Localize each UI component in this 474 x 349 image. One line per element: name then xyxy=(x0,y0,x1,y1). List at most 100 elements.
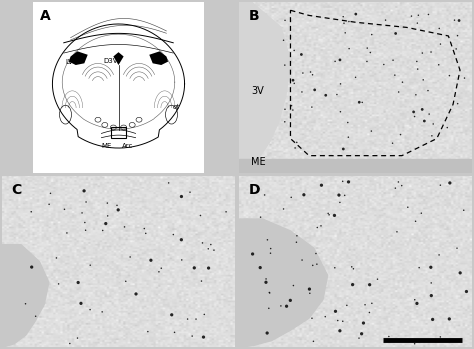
Point xyxy=(291,47,298,53)
Point xyxy=(80,188,88,194)
Point xyxy=(280,206,287,212)
Point xyxy=(428,133,436,139)
Point xyxy=(86,307,94,312)
Point xyxy=(299,70,307,76)
Point xyxy=(256,265,264,270)
Point xyxy=(312,251,320,256)
Point xyxy=(356,99,363,105)
Point xyxy=(324,210,332,216)
Point xyxy=(142,231,149,236)
Point xyxy=(339,14,347,20)
Point xyxy=(178,257,185,263)
Point xyxy=(313,225,321,230)
Point xyxy=(456,18,463,23)
Point xyxy=(345,134,352,140)
Point xyxy=(298,257,306,263)
Point xyxy=(147,258,155,263)
Point xyxy=(411,297,419,303)
Point xyxy=(201,312,208,317)
Text: B: B xyxy=(249,9,259,23)
Point xyxy=(366,282,374,288)
Point xyxy=(73,335,81,341)
Point xyxy=(393,229,401,235)
Point xyxy=(144,329,152,334)
Point xyxy=(121,224,128,230)
Point xyxy=(437,41,444,47)
Point xyxy=(454,101,462,106)
Point xyxy=(140,226,148,231)
Point xyxy=(331,213,338,218)
Point xyxy=(103,200,111,206)
Point xyxy=(265,305,273,311)
Point xyxy=(360,320,367,326)
Point xyxy=(382,17,389,23)
Point xyxy=(313,261,320,267)
Point xyxy=(339,178,346,184)
Point xyxy=(460,207,467,213)
Point xyxy=(309,72,316,77)
Point xyxy=(277,303,285,309)
Point xyxy=(102,221,109,227)
Point xyxy=(335,192,343,198)
Point xyxy=(281,119,289,125)
Point xyxy=(266,290,273,296)
Point xyxy=(210,247,218,253)
Point xyxy=(265,290,273,295)
Point xyxy=(419,77,427,83)
Point xyxy=(413,300,421,306)
Text: D: D xyxy=(249,183,260,197)
Point xyxy=(200,334,207,340)
Point xyxy=(368,32,375,37)
Point xyxy=(365,310,373,315)
Point xyxy=(289,77,297,83)
Point xyxy=(337,81,344,87)
Point xyxy=(280,37,287,43)
Point xyxy=(113,202,121,208)
Point xyxy=(413,59,420,64)
Point xyxy=(345,19,353,24)
Point xyxy=(363,59,371,64)
Point xyxy=(262,280,270,285)
Polygon shape xyxy=(239,219,328,347)
Point xyxy=(262,276,270,282)
Point xyxy=(413,20,421,26)
Point xyxy=(61,207,68,212)
Point xyxy=(415,265,423,270)
Point xyxy=(412,92,419,98)
Point xyxy=(298,52,305,57)
Point xyxy=(310,339,317,344)
Text: ME: ME xyxy=(251,157,265,168)
Point xyxy=(293,140,301,145)
Point xyxy=(281,62,289,68)
Point xyxy=(298,89,306,95)
Point xyxy=(427,265,435,270)
Polygon shape xyxy=(149,51,168,65)
Point xyxy=(32,313,39,319)
Point xyxy=(374,276,381,282)
Point xyxy=(410,109,418,115)
Point xyxy=(104,213,111,219)
Point xyxy=(308,315,316,321)
Point xyxy=(411,341,419,347)
Point xyxy=(350,266,357,272)
Point xyxy=(132,291,140,297)
Point xyxy=(425,12,432,17)
Point xyxy=(22,301,29,306)
Point xyxy=(249,251,256,257)
Point xyxy=(408,13,415,19)
Polygon shape xyxy=(239,159,472,173)
Point xyxy=(198,278,205,284)
Point xyxy=(367,128,375,134)
Point xyxy=(283,303,291,309)
Point xyxy=(446,180,454,186)
Point xyxy=(168,312,175,318)
Point xyxy=(437,183,444,188)
Point xyxy=(395,179,402,185)
Point xyxy=(332,309,339,314)
Point xyxy=(429,121,437,127)
Point xyxy=(74,280,82,285)
Point xyxy=(461,75,468,81)
Point xyxy=(77,300,85,306)
Point xyxy=(66,341,73,346)
Point xyxy=(293,233,301,239)
